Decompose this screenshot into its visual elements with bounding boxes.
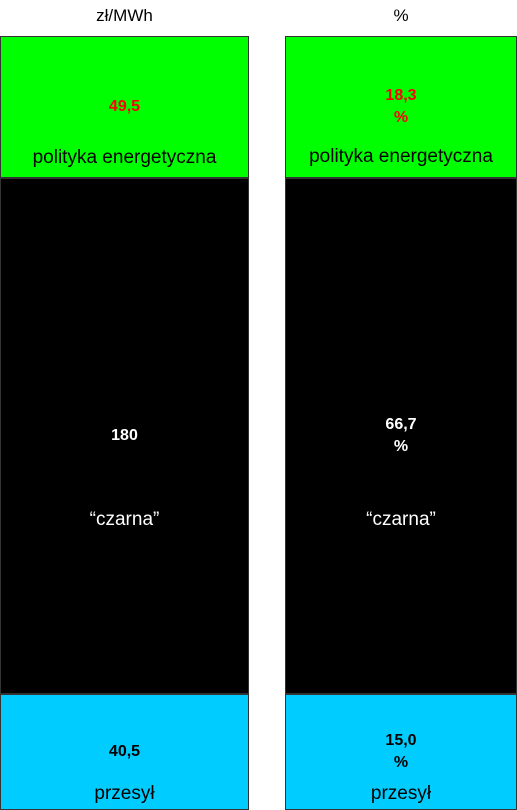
bar-segment: 40,5 przesył [0, 693, 249, 810]
column-header: zł/MWh [96, 6, 153, 25]
column: 40,5 przesył 180 “czarna” 49,5 polityka energ… [0, 36, 249, 810]
segment-name: polityka energetyczna [32, 146, 217, 168]
segment-name: przesył [94, 782, 155, 804]
value-label: 18,3 % [385, 86, 417, 126]
bar-segment: 49,5 polityka energetyczna [0, 36, 249, 178]
column: 15,0 % przesył 66,7 % “czarna” 18,3 % polityk… [285, 36, 517, 810]
value-label: 66,7 % [385, 415, 417, 455]
column-header: % [393, 6, 409, 25]
segment-name: “czarna” [89, 508, 160, 530]
bar-segment: 15,0 % przesył [285, 693, 517, 810]
segment-name: przesył [370, 782, 432, 804]
segment-name: polityka energetyczna [309, 146, 493, 168]
value-label: 180 [111, 426, 138, 444]
bar-segment: 66,7 % “czarna” [285, 177, 517, 694]
bar-segment: 180 “czarna” [0, 177, 249, 694]
value-label: 15,0 % [385, 731, 417, 771]
value-label: 40,5 [108, 742, 141, 760]
segment-name: “czarna” [366, 508, 436, 530]
value-label: 49,5 [108, 97, 141, 115]
bar-segment: 18,3 % polityka energetyczna [285, 36, 517, 178]
